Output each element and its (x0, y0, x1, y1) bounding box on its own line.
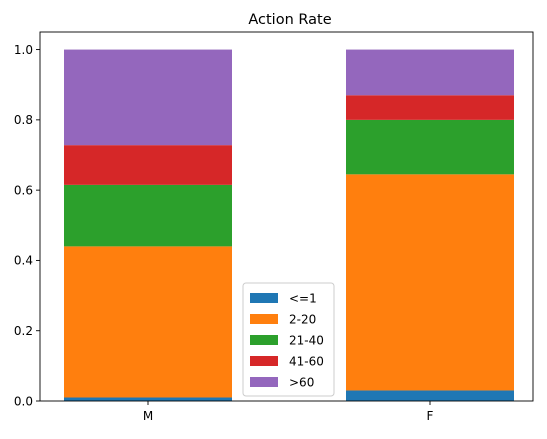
y-tick-label: 0.0 (14, 394, 33, 408)
y-tick-label: 1.0 (14, 43, 33, 57)
legend-label-1: 2-20 (289, 313, 316, 327)
legend-box (242, 282, 335, 397)
bar-segment-f-4 (346, 49, 514, 96)
legend-label-0: <=1 (289, 292, 317, 306)
bars-layer (64, 49, 514, 401)
bar-segment-m-2 (64, 184, 232, 247)
x-tick-label-m: M (143, 409, 153, 423)
bar-segment-f-0 (346, 390, 514, 401)
legend-label-2: 21-40 (289, 334, 324, 348)
legend-label-4: >60 (289, 376, 314, 390)
axes-layer: 0.0 0.2 0.4 0.6 0.8 1.0 M F (14, 31, 534, 423)
legend-swatch-4 (250, 377, 278, 387)
plot-frame (39, 31, 534, 402)
legend-swatch-2 (250, 335, 278, 345)
legend-swatch-0 (250, 293, 278, 303)
chart-title: Action Rate (248, 12, 331, 28)
y-tick-label: 0.8 (14, 113, 33, 127)
legend: <=1 2-20 21-40 41-60 >60 (242, 282, 335, 397)
bar-segment-m-3 (64, 145, 232, 185)
y-tick-label: 0.2 (14, 324, 33, 338)
bar-segment-f-2 (346, 119, 514, 175)
legend-swatch-1 (250, 314, 278, 324)
x-tick-label-f: F (427, 409, 434, 423)
legend-label-3: 41-60 (289, 355, 324, 369)
bar-segment-m-1 (64, 246, 232, 398)
legend-swatch-3 (250, 356, 278, 366)
y-tick-label: 0.4 (14, 254, 33, 268)
y-tick-label: 0.6 (14, 183, 33, 197)
bar-segment-m-4 (64, 49, 232, 146)
bar-segment-m-0 (64, 397, 232, 401)
bar-segment-f-1 (346, 174, 514, 391)
bar-segment-f-3 (346, 95, 514, 120)
